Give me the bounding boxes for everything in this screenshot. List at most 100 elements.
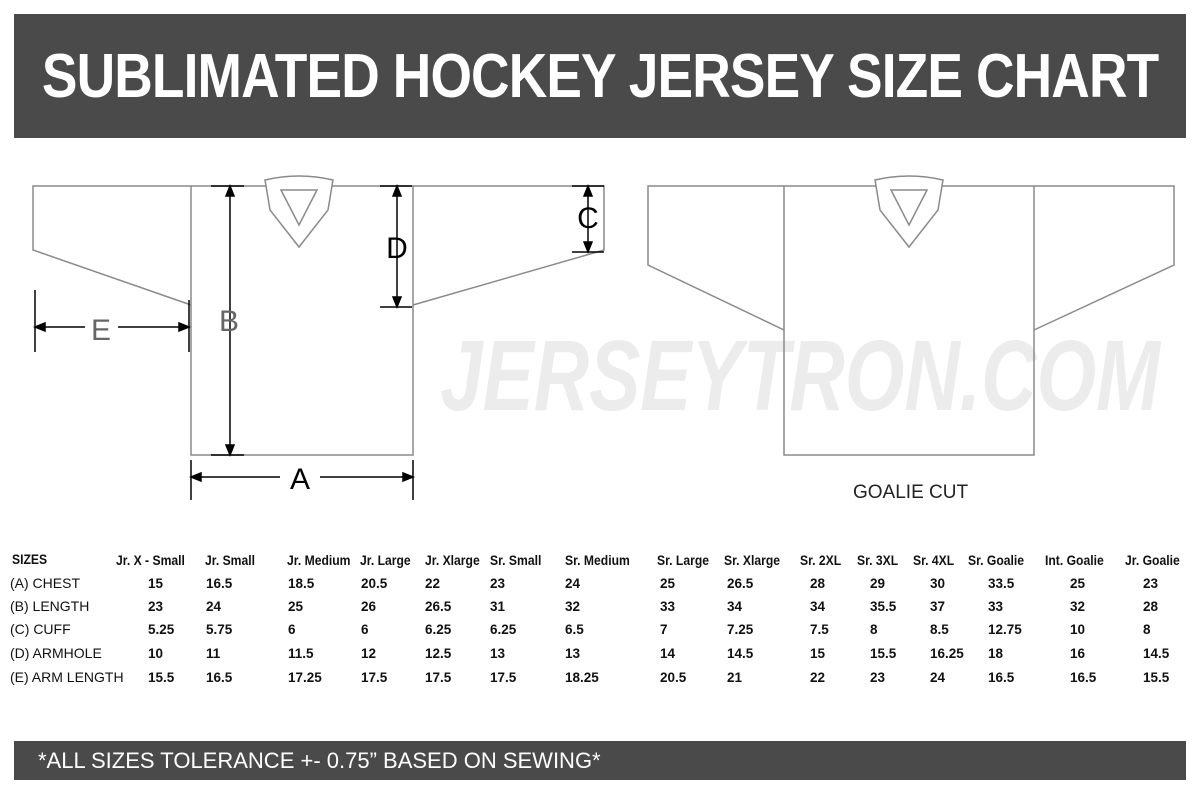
table-cell: 18.5 <box>288 576 315 591</box>
watermark: JERSEYTRON.COM <box>440 320 1162 432</box>
table-cell: 14 <box>660 646 676 661</box>
column-header: Sr. Xlarge <box>724 553 781 568</box>
table-cell: 26.5 <box>425 599 452 614</box>
table-cell: 25 <box>1070 576 1086 591</box>
table-cell: 17.25 <box>288 670 322 685</box>
table-cell: 31 <box>490 599 506 614</box>
label-d: D <box>386 232 408 265</box>
table-cell: 23 <box>490 576 506 591</box>
table-cell: 25 <box>660 576 676 591</box>
table-cell: 12.5 <box>425 646 452 661</box>
row-label: (B) LENGTH <box>10 598 90 614</box>
table-cell: 5.75 <box>206 622 233 637</box>
table-cell: 32 <box>1070 599 1086 614</box>
page-title: SUBLIMATED HOCKEY JERSEY SIZE CHART <box>41 41 1159 111</box>
table-cell: 24 <box>206 599 222 614</box>
table-cell: 15.5 <box>1143 670 1170 685</box>
row-label: (E) ARM LENGTH <box>10 669 124 685</box>
table-cell: 24 <box>930 670 946 685</box>
table-cell: 21 <box>727 670 743 685</box>
table-cell: 16 <box>1070 646 1086 661</box>
table-cell: 10 <box>148 646 164 661</box>
table-cell: 15 <box>810 646 826 661</box>
table-cell: 34 <box>727 599 743 614</box>
table-cell: 30 <box>930 576 946 591</box>
table-cell: 26.5 <box>727 576 754 591</box>
table-cell: 37 <box>930 599 946 614</box>
table-cell: 6.25 <box>425 622 452 637</box>
sizes-header: SIZES <box>12 552 48 567</box>
label-a: A <box>290 463 310 496</box>
label-b: B <box>219 305 239 338</box>
left-sleeve <box>32 185 192 306</box>
column-header: Jr. X - Small <box>116 553 185 568</box>
column-header: Sr. Goalie <box>968 553 1025 568</box>
table-cell: 11 <box>206 646 221 661</box>
table-cell: 22 <box>425 576 441 591</box>
table-cell: 22 <box>810 670 826 685</box>
standard-jersey <box>32 175 605 456</box>
row-label: (C) CUFF <box>10 621 71 637</box>
table-cell: 11.5 <box>288 646 314 661</box>
column-header: Jr. Large <box>360 553 411 568</box>
table-cell: 16.5 <box>988 670 1015 685</box>
table-cell: 8 <box>870 622 878 637</box>
table-cell: 12.75 <box>988 622 1022 637</box>
column-header: Int. Goalie <box>1045 553 1104 568</box>
table-cell: 17.5 <box>425 670 452 685</box>
table-cell: 16.5 <box>1070 670 1097 685</box>
table-cell: 14.5 <box>1143 646 1170 661</box>
table-cell: 5.25 <box>148 622 175 637</box>
table-cell: 15.5 <box>148 670 175 685</box>
column-header: Sr. Small <box>490 553 542 568</box>
right-sleeve <box>412 185 605 306</box>
table-cell: 6 <box>288 622 296 637</box>
table-cell: 14.5 <box>727 646 754 661</box>
goalie-jersey <box>647 175 1175 456</box>
label-c: C <box>577 202 599 235</box>
table-cell: 10 <box>1070 622 1086 637</box>
table-cell: 23 <box>870 670 886 685</box>
label-e: E <box>91 314 111 347</box>
column-header: Jr. Medium <box>287 553 351 568</box>
column-header: Jr. Small <box>205 553 255 568</box>
table-cell: 18 <box>988 646 1004 661</box>
table-cell: 28 <box>1143 599 1159 614</box>
goalie-collar <box>874 175 944 249</box>
table-cell: 7.25 <box>727 622 754 637</box>
table-cell: 34 <box>810 599 826 614</box>
table-cell: 17.5 <box>361 670 388 685</box>
table-cell: 15 <box>148 576 164 591</box>
table-cell: 28 <box>810 576 826 591</box>
column-header: Sr. Large <box>657 553 710 568</box>
table-cell: 16.25 <box>930 646 964 661</box>
table-cell: 20.5 <box>361 576 388 591</box>
table-cell: 8 <box>1143 622 1151 637</box>
table-cell: 6.25 <box>490 622 517 637</box>
table-cell: 17.5 <box>490 670 517 685</box>
table-cell: 23 <box>148 599 164 614</box>
row-label: (A) CHEST <box>10 575 80 591</box>
column-header: Jr. Xlarge <box>425 553 480 568</box>
table-cell: 13 <box>565 646 581 661</box>
goalie-cut-label: GOALIE CUT <box>853 482 969 503</box>
table-cell: 7.5 <box>810 622 829 637</box>
collar <box>264 175 334 249</box>
goalie-left-sleeve <box>647 185 785 331</box>
table-cell: 12 <box>361 646 377 661</box>
table-cell: 23 <box>1143 576 1159 591</box>
table-cell: 35.5 <box>870 599 897 614</box>
table-cell: 26 <box>361 599 377 614</box>
column-header: Sr. 4XL <box>913 553 955 568</box>
table-cell: 8.5 <box>930 622 949 637</box>
table-cell: 13 <box>490 646 506 661</box>
tolerance-note: *ALL SIZES TOLERANCE +- 0.75” BASED ON S… <box>38 747 601 773</box>
column-header: Jr. Goalie <box>1125 553 1180 568</box>
column-header: Sr. Medium <box>565 553 630 568</box>
table-cell: 16.5 <box>206 670 233 685</box>
table-cell: 16.5 <box>206 576 233 591</box>
column-header: Sr. 2XL <box>800 553 842 568</box>
column-header: Sr. 3XL <box>857 553 899 568</box>
table-cell: 33 <box>988 599 1004 614</box>
